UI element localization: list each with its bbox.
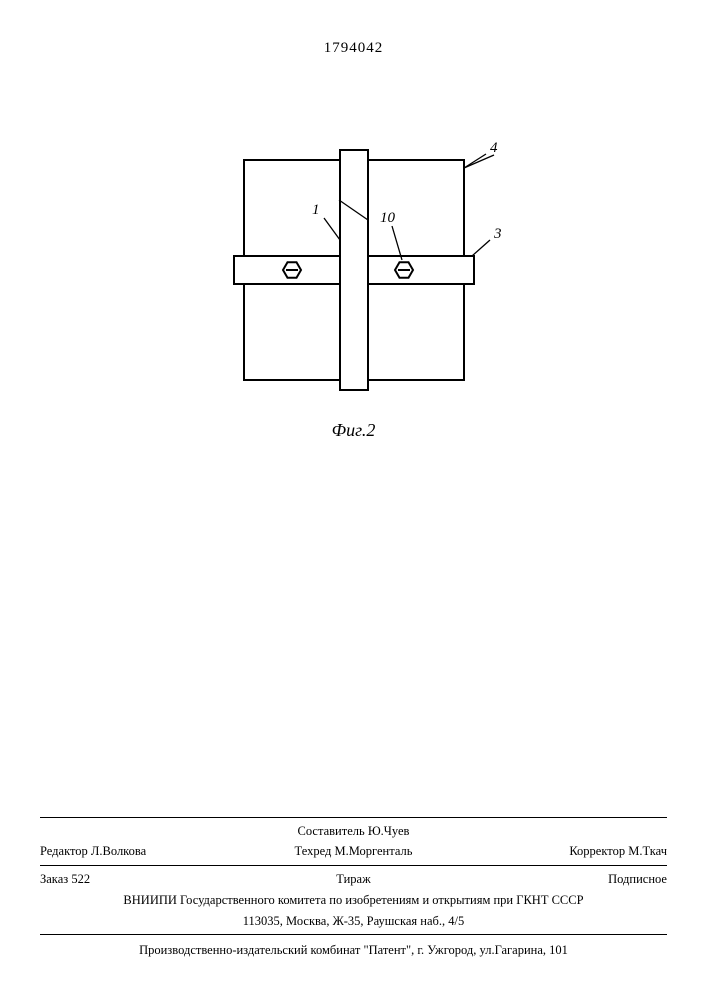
order-number: 522 — [71, 872, 90, 886]
figure-label-3: 3 — [493, 226, 502, 242]
figure-area: 4 1 10 3 — [0, 140, 707, 460]
figure-label-10: 10 — [380, 210, 396, 226]
editor-name: Л.Волкова — [91, 844, 146, 858]
corrector-label: Корректор — [569, 844, 625, 858]
editor-label: Редактор — [40, 844, 88, 858]
publisher-line: Производственно-издательский комбинат "П… — [40, 941, 667, 960]
compiler-line: Составитель Ю.Чуев — [40, 822, 667, 841]
compiler-label: Составитель — [298, 824, 365, 838]
techred-name: М.Моргенталь — [334, 844, 412, 858]
institution-line-2: 113035, Москва, Ж-35, Раушская наб., 4/5 — [40, 912, 667, 931]
figure-caption: Фиг.2 — [0, 420, 707, 441]
patent-number: 1794042 — [0, 40, 707, 57]
figure-diagram: 4 1 10 3 — [184, 140, 524, 420]
institution-line-1: ВНИИПИ Государственного комитета по изоб… — [40, 891, 667, 910]
corrector-name: М.Ткач — [628, 844, 667, 858]
figure-label-1: 1 — [312, 202, 320, 218]
order-row: Заказ 522 Тираж Подписное — [40, 870, 667, 889]
figure-label-4: 4 — [490, 140, 498, 156]
footer-rule-3 — [40, 934, 667, 935]
footer-rule-2 — [40, 865, 667, 866]
print-run-label: Тираж — [249, 870, 458, 889]
credits-row: Редактор Л.Волкова Техред М.Моргенталь К… — [40, 842, 667, 861]
footer-rule-1 — [40, 817, 667, 818]
order-label: Заказ — [40, 872, 68, 886]
footer-block: Составитель Ю.Чуев Редактор Л.Волкова Те… — [40, 813, 667, 961]
techred-label: Техред — [295, 844, 332, 858]
subscription-label: Подписное — [458, 870, 667, 889]
compiler-name: Ю.Чуев — [368, 824, 410, 838]
